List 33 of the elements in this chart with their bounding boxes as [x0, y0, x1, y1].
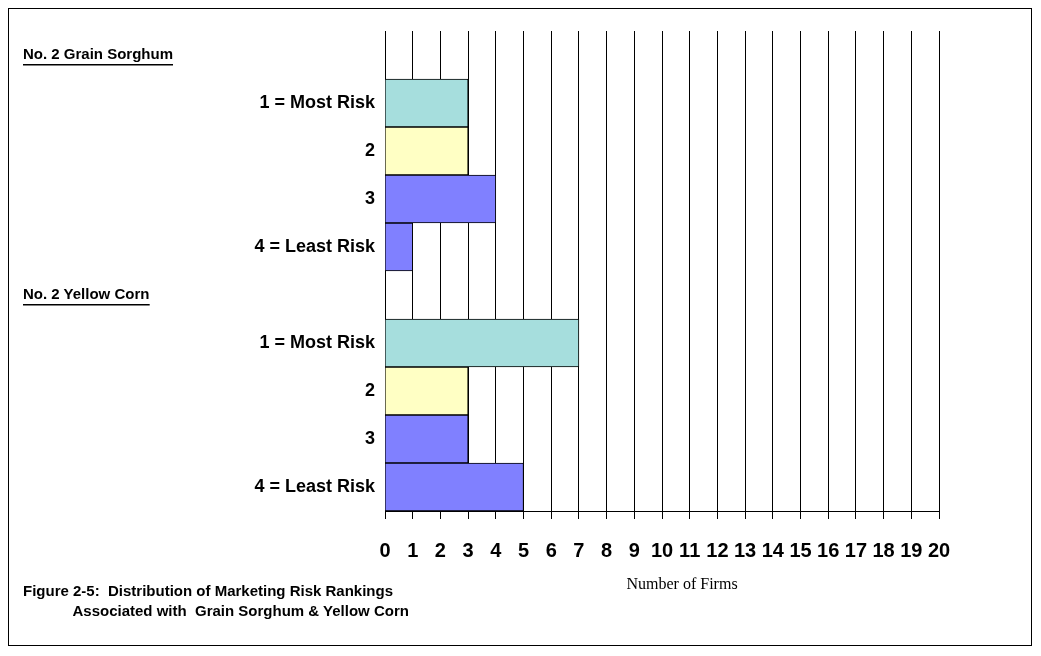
x-tick-label: 0	[379, 538, 391, 561]
x-tick-label: 17	[844, 538, 868, 561]
x-tick-label: 11	[679, 538, 701, 561]
text: Figure 2-5: Distribution of Marketing Risk Rankings Associated with Grain Sorghum & Yellow Corn	[23, 581, 409, 621]
x-tick-label: 5	[517, 538, 530, 561]
y-tick-label: 3	[364, 427, 375, 448]
text: No. 2 Grain Sorghum	[23, 45, 174, 63]
text: No. 2 Yellow Corn	[23, 285, 150, 303]
x-tick-label: 10	[650, 538, 674, 561]
x-tick-label: 18	[872, 538, 895, 561]
x-tick-label: 13	[733, 538, 757, 561]
x-tick-label: 19	[900, 538, 923, 561]
y-tick-label: 2	[364, 139, 375, 160]
x-tick-label: 16	[817, 538, 840, 561]
x-tick-label: 2	[434, 538, 446, 561]
x-tick-label: 3	[462, 538, 474, 561]
x-tick-label: 7	[573, 538, 585, 561]
x-tick-label: 8	[601, 538, 613, 561]
y-tick-label: 1 = Most Risk	[259, 91, 376, 112]
y-tick-label: 2	[364, 379, 375, 400]
x-tick-label: 1	[407, 538, 419, 561]
x-axis-title: Number of Firms	[626, 575, 738, 593]
y-tick-label: 1 = Most Risk	[259, 331, 376, 352]
x-tick-label: 4	[490, 538, 503, 561]
x-tick-label: 9	[628, 538, 640, 561]
x-tick-label: 15	[789, 538, 812, 561]
x-tick-label: 12	[706, 538, 729, 561]
y-tick-label: 4 = Least Risk	[254, 475, 376, 496]
x-tick-label: 20	[927, 538, 951, 561]
y-tick-label: 3	[364, 187, 375, 208]
x-tick-label: 14	[761, 538, 785, 561]
y-tick-label: 4 = Least Risk	[254, 235, 376, 256]
x-tick-label: 6	[545, 538, 557, 561]
